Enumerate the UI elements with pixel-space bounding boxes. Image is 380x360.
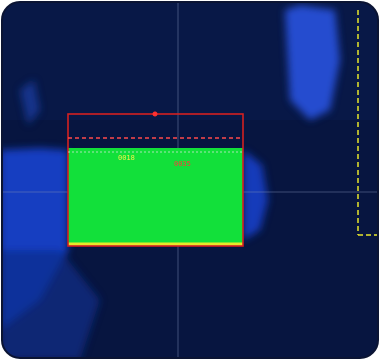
- box-handle: [152, 111, 158, 117]
- center-label: 0035: [174, 160, 191, 168]
- returns: [2, 5, 340, 358]
- target-fill: [68, 148, 243, 246]
- left-label: 0018: [118, 154, 135, 162]
- return-top-right: [285, 5, 340, 120]
- return-right: [243, 150, 268, 240]
- return-small: [20, 80, 40, 125]
- return-bottom: [2, 250, 100, 358]
